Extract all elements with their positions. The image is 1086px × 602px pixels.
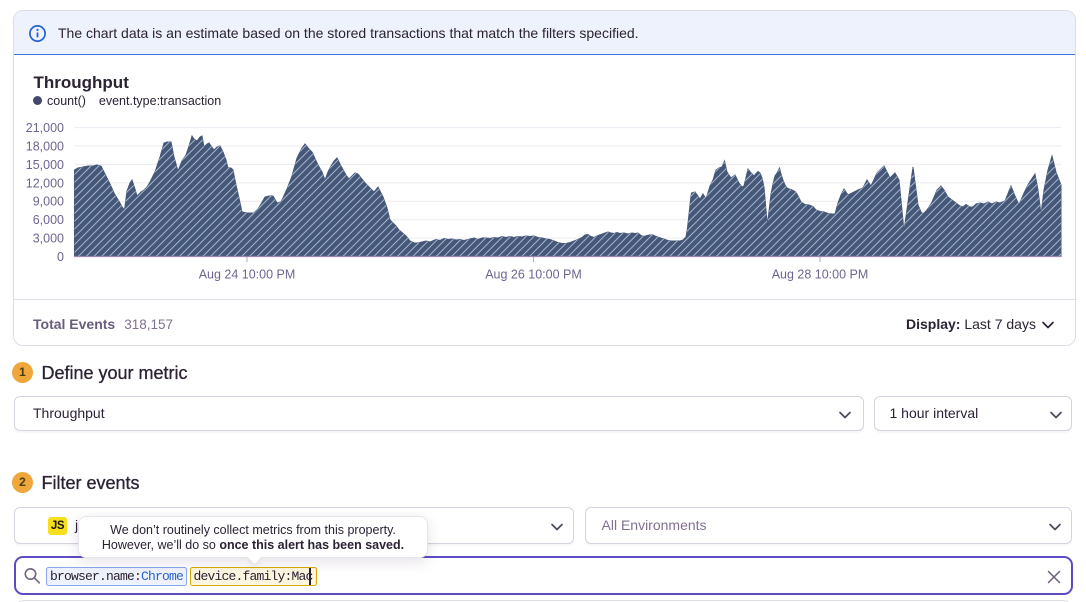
svg-text:0: 0 bbox=[57, 250, 64, 264]
svg-text:18,000: 18,000 bbox=[26, 139, 64, 153]
svg-text:21,000: 21,000 bbox=[26, 121, 64, 135]
svg-text:9,000: 9,000 bbox=[33, 195, 64, 209]
svg-text:12,000: 12,000 bbox=[26, 176, 64, 190]
svg-text:15,000: 15,000 bbox=[26, 158, 64, 172]
svg-text:3,000: 3,000 bbox=[33, 232, 64, 246]
svg-text:Aug 28 10:00 PM: Aug 28 10:00 PM bbox=[772, 268, 869, 282]
svg-text:6,000: 6,000 bbox=[33, 213, 64, 227]
svg-text:Aug 26 10:00 PM: Aug 26 10:00 PM bbox=[485, 268, 582, 282]
svg-text:Aug 24 10:00 PM: Aug 24 10:00 PM bbox=[199, 268, 296, 282]
